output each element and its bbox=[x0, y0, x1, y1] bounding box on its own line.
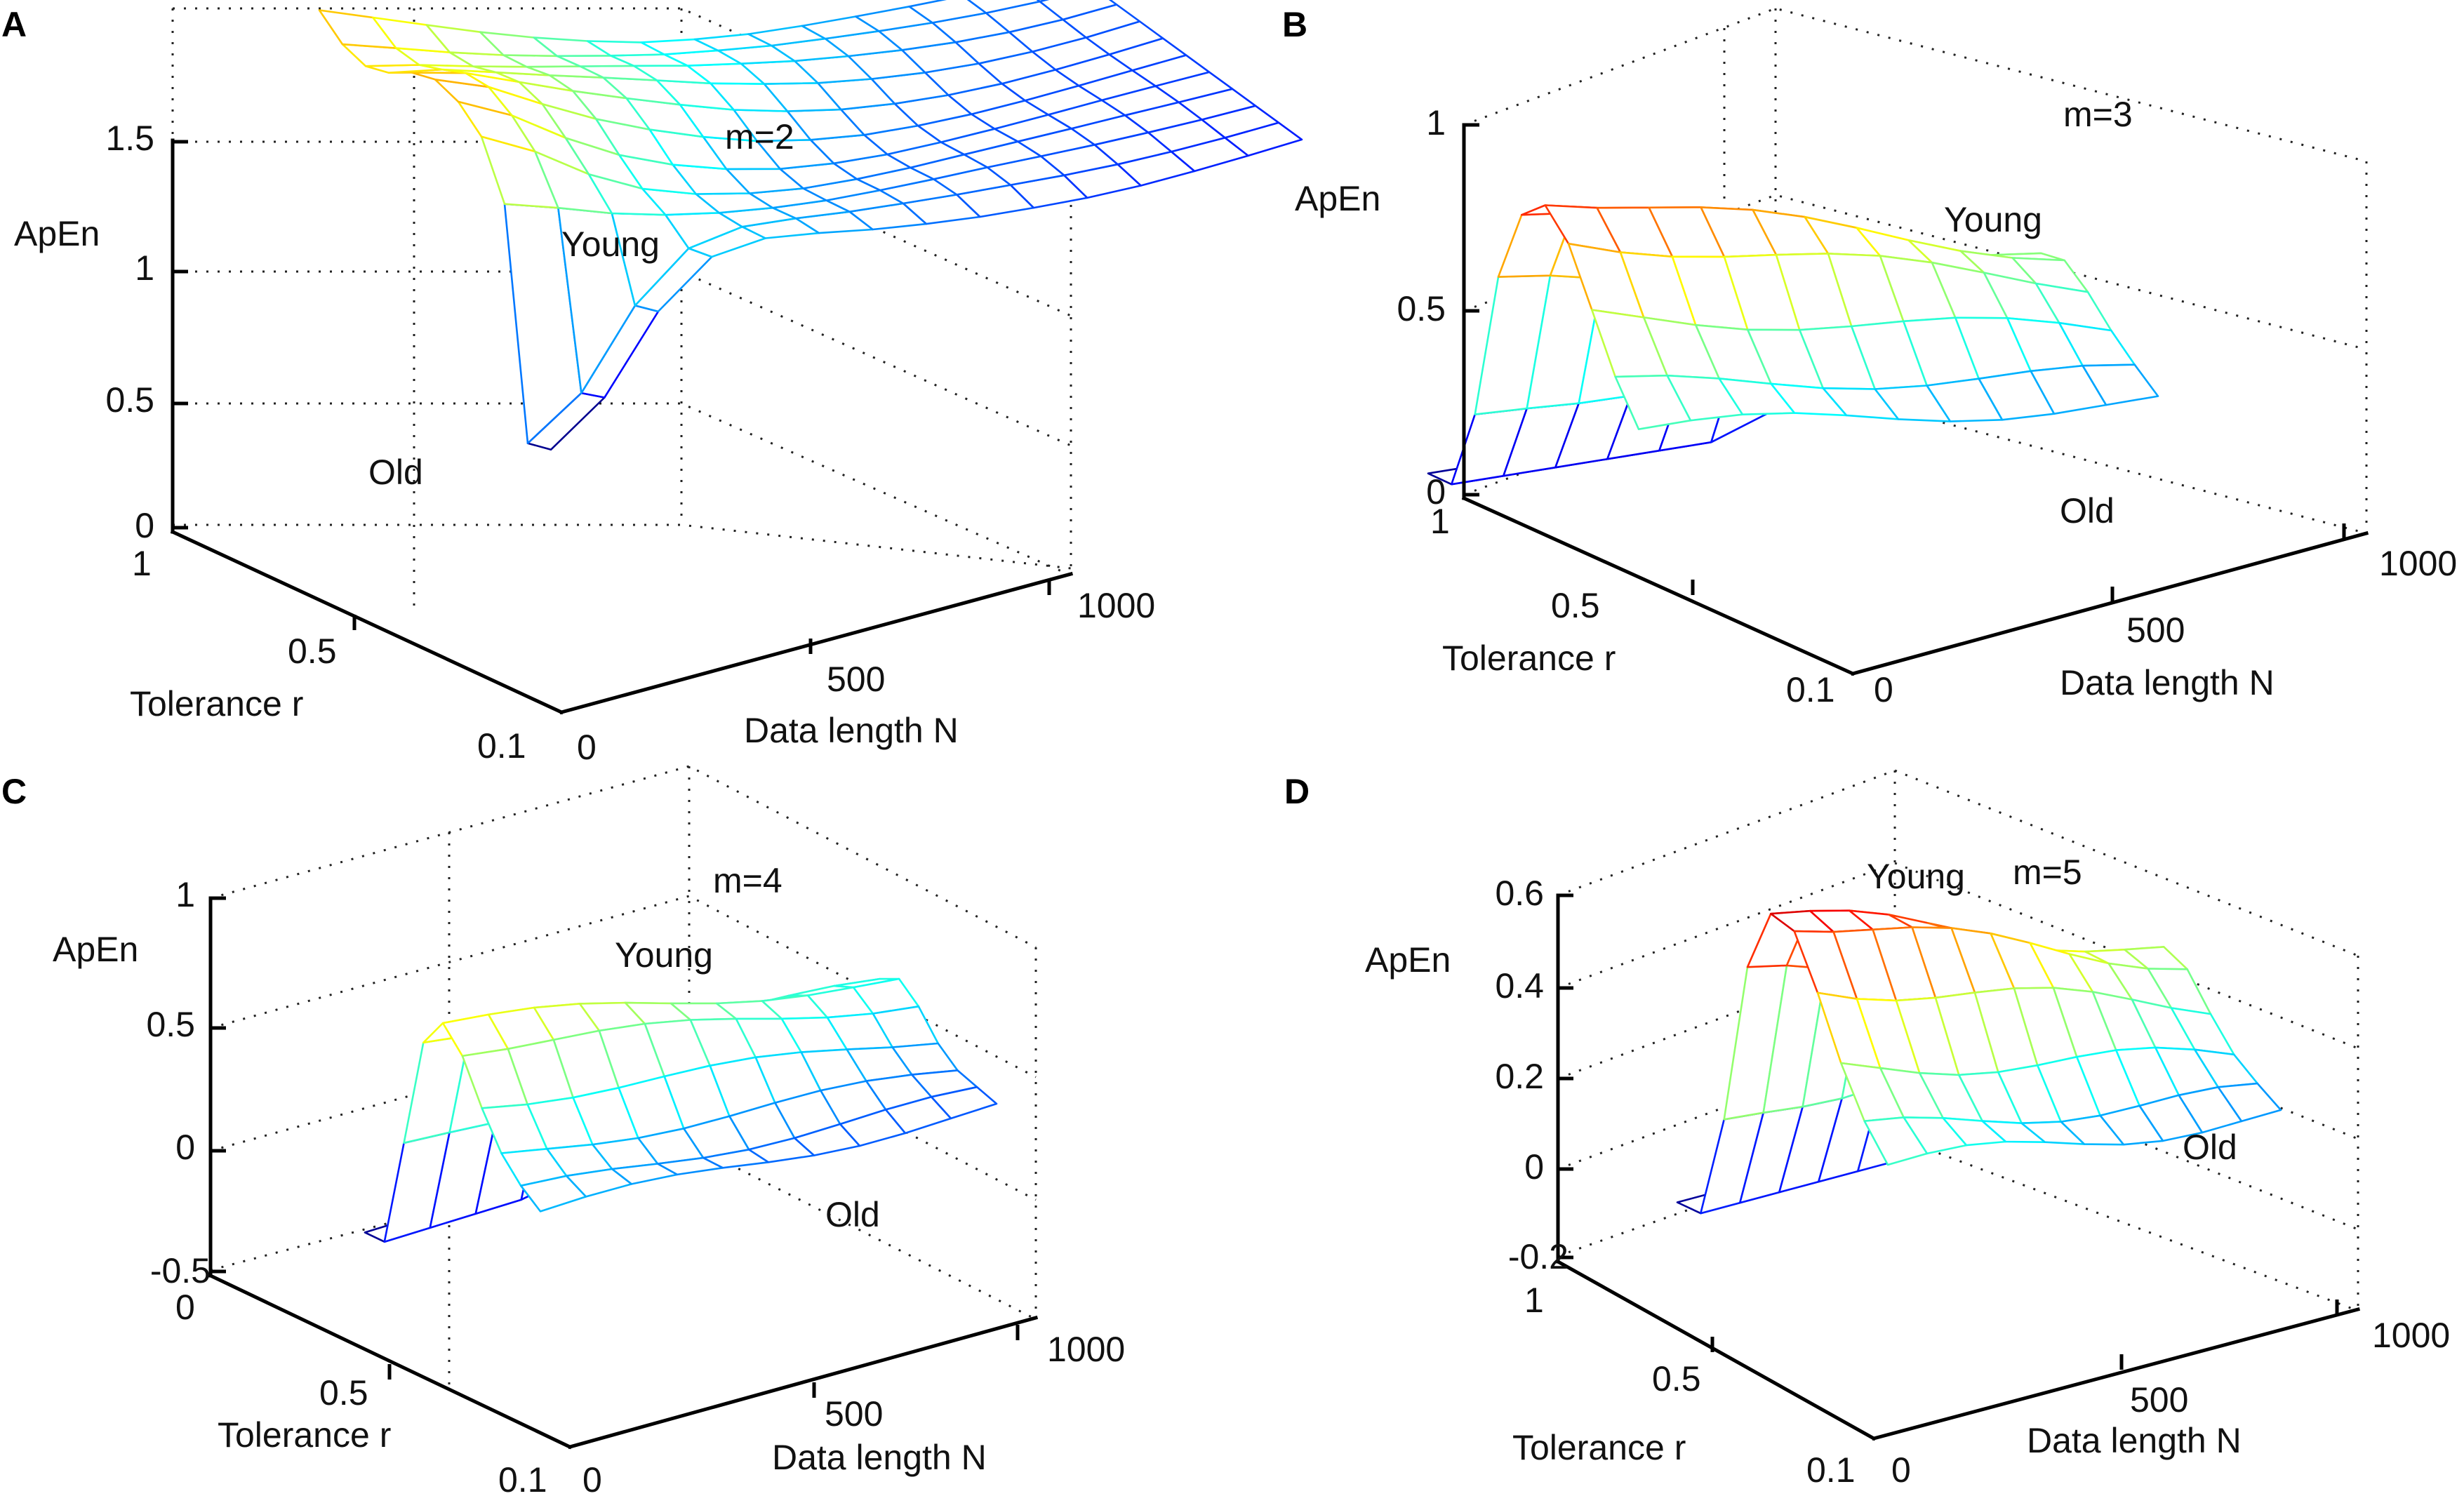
panel-d-ztick-0: 0 bbox=[1524, 1147, 1544, 1187]
panel-a-ytick-0.5: 0.5 bbox=[288, 632, 337, 671]
panel-c-ztick-1: 1 bbox=[175, 875, 195, 914]
panel-d-xtick-500: 500 bbox=[2130, 1380, 2188, 1420]
panel-c-zlabel: ApEn bbox=[53, 930, 138, 969]
panel-d-ztick-0.2: 0.2 bbox=[1495, 1057, 1544, 1096]
panel-d-young-label: Young bbox=[1867, 857, 1965, 896]
panel-d-ztick-0.6: 0.6 bbox=[1495, 874, 1544, 913]
panel-c-ylabel: Tolerance r bbox=[218, 1415, 391, 1455]
panel-d-xtick-0: 0 bbox=[1891, 1450, 1911, 1490]
panel-b-ztick-0: 0 bbox=[1426, 472, 1446, 512]
panel-c-ytick-0: 0 bbox=[175, 1288, 195, 1327]
panel-b-mesh-cell bbox=[2082, 363, 2159, 406]
panel-d-ytick-1: 1 bbox=[1524, 1281, 1544, 1320]
panel-a-xtick-1000: 1000 bbox=[1077, 586, 1155, 625]
panel-c-surface bbox=[364, 977, 998, 1243]
panel-a-ztick-1.5: 1.5 bbox=[105, 119, 154, 158]
panel-d-ytick-0.1: 0.1 bbox=[1806, 1450, 1856, 1490]
panel-c-axes bbox=[208, 896, 1039, 1450]
panel-b-ytick-0.5: 0.5 bbox=[1551, 586, 1600, 625]
panel-c-mesh-cell bbox=[930, 1086, 998, 1120]
panel-b-ztick-1: 1 bbox=[1426, 103, 1446, 142]
panel-b-ylabel: Tolerance r bbox=[1442, 639, 1616, 678]
panel-a-old-label: Old bbox=[368, 453, 423, 492]
panel-c-ztick--0.5: -0.5 bbox=[150, 1251, 211, 1290]
panel-b-xlabel: Data length N bbox=[2060, 663, 2275, 702]
panel-a-letter: A bbox=[1, 5, 27, 44]
panel-c-ztick-0: 0 bbox=[175, 1128, 195, 1167]
panel-c-ytick-0.1: 0.1 bbox=[498, 1460, 547, 1496]
panel-c-xtick-500: 500 bbox=[825, 1394, 883, 1434]
panel-b-xtick-1000: 1000 bbox=[2379, 544, 2457, 583]
panel-c-xtick-1000: 1000 bbox=[1047, 1330, 1125, 1369]
panel-a-mesh-cell bbox=[1039, 0, 1118, 21]
panel-b-young-label: Young bbox=[1944, 200, 2042, 239]
panel-c-ztick-0.5: 0.5 bbox=[146, 1005, 195, 1044]
panel-b-m-label: m=3 bbox=[2063, 95, 2133, 134]
panel-d-axes bbox=[1555, 893, 2361, 1441]
panel-b-ytick-0.1: 0.1 bbox=[1786, 670, 1835, 709]
panel-a-surface bbox=[318, 0, 1303, 451]
panel-c-xlabel: Data length N bbox=[772, 1438, 987, 1477]
panel-c-xtick-0: 0 bbox=[582, 1460, 602, 1496]
panel-b-letter: B bbox=[1282, 5, 1307, 44]
panel-a-ztick-1: 1 bbox=[135, 248, 154, 288]
panel-a-xlabel: Data length N bbox=[744, 711, 959, 750]
panel-d: D 0.6 0.4 0.2 0 -0.2 bbox=[1284, 769, 2450, 1490]
panel-c-young-label: Young bbox=[615, 935, 713, 975]
panel-d-old-label: Old bbox=[2183, 1128, 2237, 1167]
panel-a-ytick-1: 1 bbox=[132, 544, 152, 583]
panel-d-m-label: m=5 bbox=[2013, 853, 2082, 892]
panel-b-xtick-0: 0 bbox=[1874, 670, 1893, 709]
panel-a-xtick-0: 0 bbox=[577, 728, 597, 767]
panel-a-young-label: Young bbox=[561, 225, 660, 264]
panel-c: C 1 0.5 0 -0.5 ApEn 0 bbox=[1, 765, 1125, 1496]
panel-d-ylabel: Tolerance r bbox=[1512, 1428, 1686, 1467]
panel-d-letter: D bbox=[1284, 772, 1310, 811]
panel-d-zlabel: ApEn bbox=[1365, 940, 1451, 980]
panel-d-surface bbox=[1676, 909, 2282, 1215]
panel-b: B 1 0.5 0 ApEn 1 0.5 0.1 Tolera bbox=[1282, 5, 2457, 709]
panel-d-xlabel: Data length N bbox=[2027, 1421, 2242, 1460]
panel-a-ylabel: Tolerance r bbox=[130, 684, 303, 723]
panel-d-ztick--0.2: -0.2 bbox=[1508, 1237, 1569, 1276]
panel-a-mesh-cell bbox=[1036, 0, 1049, 3]
panel-d-mesh-cell bbox=[2217, 1082, 2282, 1123]
panel-a-ytick-0.1: 0.1 bbox=[477, 726, 526, 766]
panel-c-ytick-0.5: 0.5 bbox=[319, 1373, 368, 1412]
panel-d-ztick-0.4: 0.4 bbox=[1495, 966, 1544, 1006]
panel-c-old-label: Old bbox=[825, 1195, 880, 1234]
panel-b-old-label: Old bbox=[2060, 491, 2115, 530]
panel-d-ytick-0.5: 0.5 bbox=[1652, 1359, 1701, 1398]
panel-c-m-label: m=4 bbox=[713, 861, 783, 900]
panel-b-xtick-500: 500 bbox=[2126, 610, 2185, 650]
panel-a-m-label: m=2 bbox=[725, 117, 794, 156]
panel-b-ytick-1: 1 bbox=[1430, 502, 1450, 541]
panel-b-zlabel: ApEn bbox=[1295, 179, 1380, 218]
panel-a-axes bbox=[170, 138, 1074, 715]
panel-a: A 1.5 1 0.5 0 ApEn bbox=[1, 0, 1303, 767]
panel-b-ztick-0.5: 0.5 bbox=[1397, 289, 1446, 328]
panel-c-letter: C bbox=[1, 772, 27, 811]
panel-a-xtick-500: 500 bbox=[827, 660, 885, 699]
panel-d-xtick-1000: 1000 bbox=[2372, 1316, 2450, 1355]
panel-a-zlabel: ApEn bbox=[14, 214, 100, 253]
panel-a-ztick-0.5: 0.5 bbox=[105, 380, 154, 420]
panel-b-axes bbox=[1461, 123, 2369, 676]
panel-b-surface bbox=[1427, 204, 2159, 486]
panel-a-ztick-0: 0 bbox=[135, 506, 154, 545]
